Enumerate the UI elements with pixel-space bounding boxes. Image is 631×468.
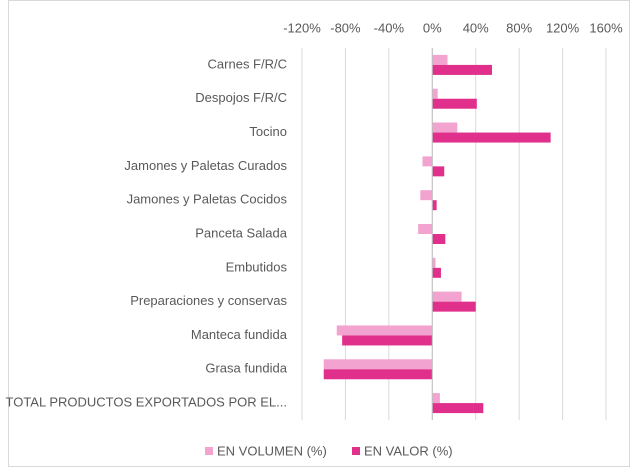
y-tick-label: TOTAL PRODUCTOS EXPORTADOS POR EL... <box>6 395 288 410</box>
y-tick-label: Grasa fundida <box>205 361 287 376</box>
bar <box>432 98 477 109</box>
bar <box>432 88 438 99</box>
bar <box>422 156 433 167</box>
bar <box>432 64 492 75</box>
y-tick-label: Preparaciones y conservas <box>130 293 287 308</box>
x-tick-label: 40% <box>463 20 489 35</box>
bar <box>432 200 437 211</box>
x-tick-label: -80% <box>330 20 361 35</box>
x-tick-label: 120% <box>546 20 580 35</box>
x-tick-label: -40% <box>374 20 405 35</box>
bar <box>432 166 445 177</box>
y-tick-label: Panceta Salada <box>195 225 288 240</box>
y-tick-label: Tocino <box>249 124 287 139</box>
legend-swatch <box>205 447 213 455</box>
bar <box>418 224 433 234</box>
x-tick-label: 80% <box>506 20 532 35</box>
y-tick-label: Despojos F/R/C <box>195 90 287 105</box>
y-tick-label: Jamones y Paletas Curados <box>124 158 287 173</box>
bar <box>323 359 433 370</box>
bar <box>432 393 440 404</box>
chart-border <box>8 0 630 467</box>
bar <box>432 132 551 143</box>
bar <box>432 403 484 414</box>
y-tick-label: Jamones y Paletas Cocidos <box>127 192 288 207</box>
x-tick-label: 0% <box>423 20 442 35</box>
bar <box>432 291 462 302</box>
legend-label: EN VOLUMEN (%) <box>217 443 327 458</box>
bar <box>420 190 433 201</box>
bar <box>432 122 458 133</box>
bar <box>432 54 448 65</box>
legend-label: EN VALOR (%) <box>364 443 453 458</box>
legend-swatch <box>352 447 360 455</box>
bar <box>432 301 476 312</box>
bar <box>432 267 441 278</box>
x-tick-label: -120% <box>283 20 321 35</box>
bar <box>432 257 436 268</box>
bar <box>342 335 433 346</box>
bar <box>432 234 446 244</box>
y-tick-label: Embutidos <box>226 259 288 274</box>
y-tick-label: Manteca fundida <box>191 327 288 342</box>
bar <box>336 325 433 336</box>
x-tick-label: 160% <box>589 20 623 35</box>
y-tick-label: Carnes F/R/C <box>208 56 287 71</box>
bar <box>323 369 433 380</box>
